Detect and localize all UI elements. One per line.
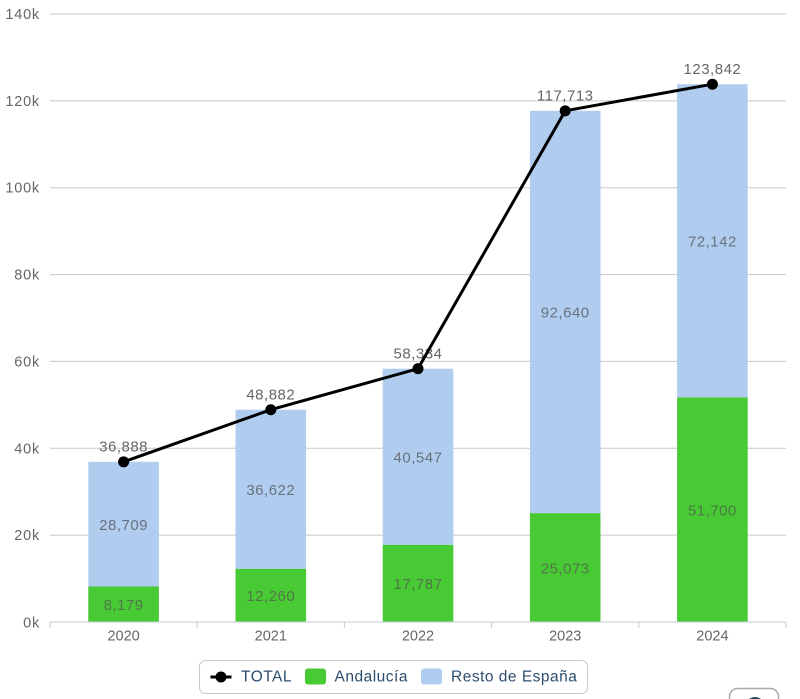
svg-text:92,640: 92,640 bbox=[541, 305, 590, 322]
svg-text:17,787: 17,787 bbox=[394, 576, 443, 593]
svg-text:28,709: 28,709 bbox=[99, 517, 148, 534]
svg-text:2020: 2020 bbox=[107, 629, 139, 645]
svg-text:60k: 60k bbox=[14, 354, 40, 370]
svg-text:140k: 140k bbox=[5, 7, 40, 23]
svg-text:12,260: 12,260 bbox=[246, 588, 295, 605]
svg-text:36,888: 36,888 bbox=[99, 438, 148, 455]
svg-text:51,700: 51,700 bbox=[688, 503, 737, 520]
svg-text:TOTAL: TOTAL bbox=[241, 669, 292, 686]
svg-text:2024: 2024 bbox=[696, 629, 728, 645]
svg-text:0k: 0k bbox=[23, 616, 40, 632]
svg-text:2021: 2021 bbox=[255, 629, 287, 645]
svg-text:2023: 2023 bbox=[549, 629, 581, 645]
svg-text:123,842: 123,842 bbox=[684, 61, 742, 78]
svg-text:Andalucía: Andalucía bbox=[335, 669, 408, 686]
svg-text:20k: 20k bbox=[14, 528, 40, 544]
svg-text:8,179: 8,179 bbox=[104, 597, 144, 614]
svg-text:25,073: 25,073 bbox=[541, 560, 590, 577]
svg-text:40,547: 40,547 bbox=[394, 450, 443, 467]
svg-text:36,622: 36,622 bbox=[246, 482, 295, 499]
svg-text:80k: 80k bbox=[14, 268, 40, 284]
svg-text:100k: 100k bbox=[5, 181, 40, 197]
svg-text:120k: 120k bbox=[5, 94, 40, 110]
svg-text:58,334: 58,334 bbox=[394, 345, 443, 362]
svg-text:2022: 2022 bbox=[402, 629, 434, 645]
svg-text:48,882: 48,882 bbox=[246, 386, 295, 403]
svg-text:40k: 40k bbox=[14, 441, 40, 457]
svg-text:72,142: 72,142 bbox=[688, 234, 737, 251]
svg-text:117,713: 117,713 bbox=[537, 87, 594, 104]
svg-text:Resto de España: Resto de España bbox=[451, 669, 577, 686]
